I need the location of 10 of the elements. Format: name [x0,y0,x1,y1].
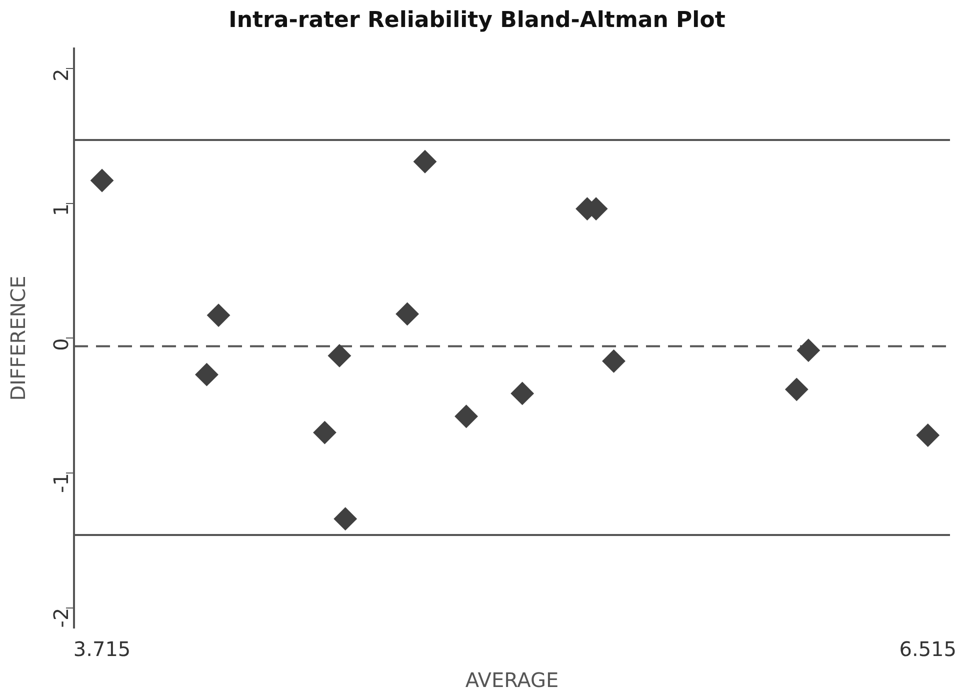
y-tick-label: -1 [49,472,74,493]
x-tick-label: 3.715 [73,637,131,662]
y-tick-label: 1 [49,203,74,216]
y-axis-title: DIFFERENCE [6,276,30,401]
chart-title: Intra-rater Reliability Bland-Altman Plot [228,8,726,33]
y-tick-label: 2 [49,68,74,82]
x-tick-label: 6.515 [899,637,957,662]
y-tick-label: 0 [49,338,74,351]
x-axis-title: AVERAGE [465,668,559,692]
y-tick-label: -2 [49,608,74,628]
